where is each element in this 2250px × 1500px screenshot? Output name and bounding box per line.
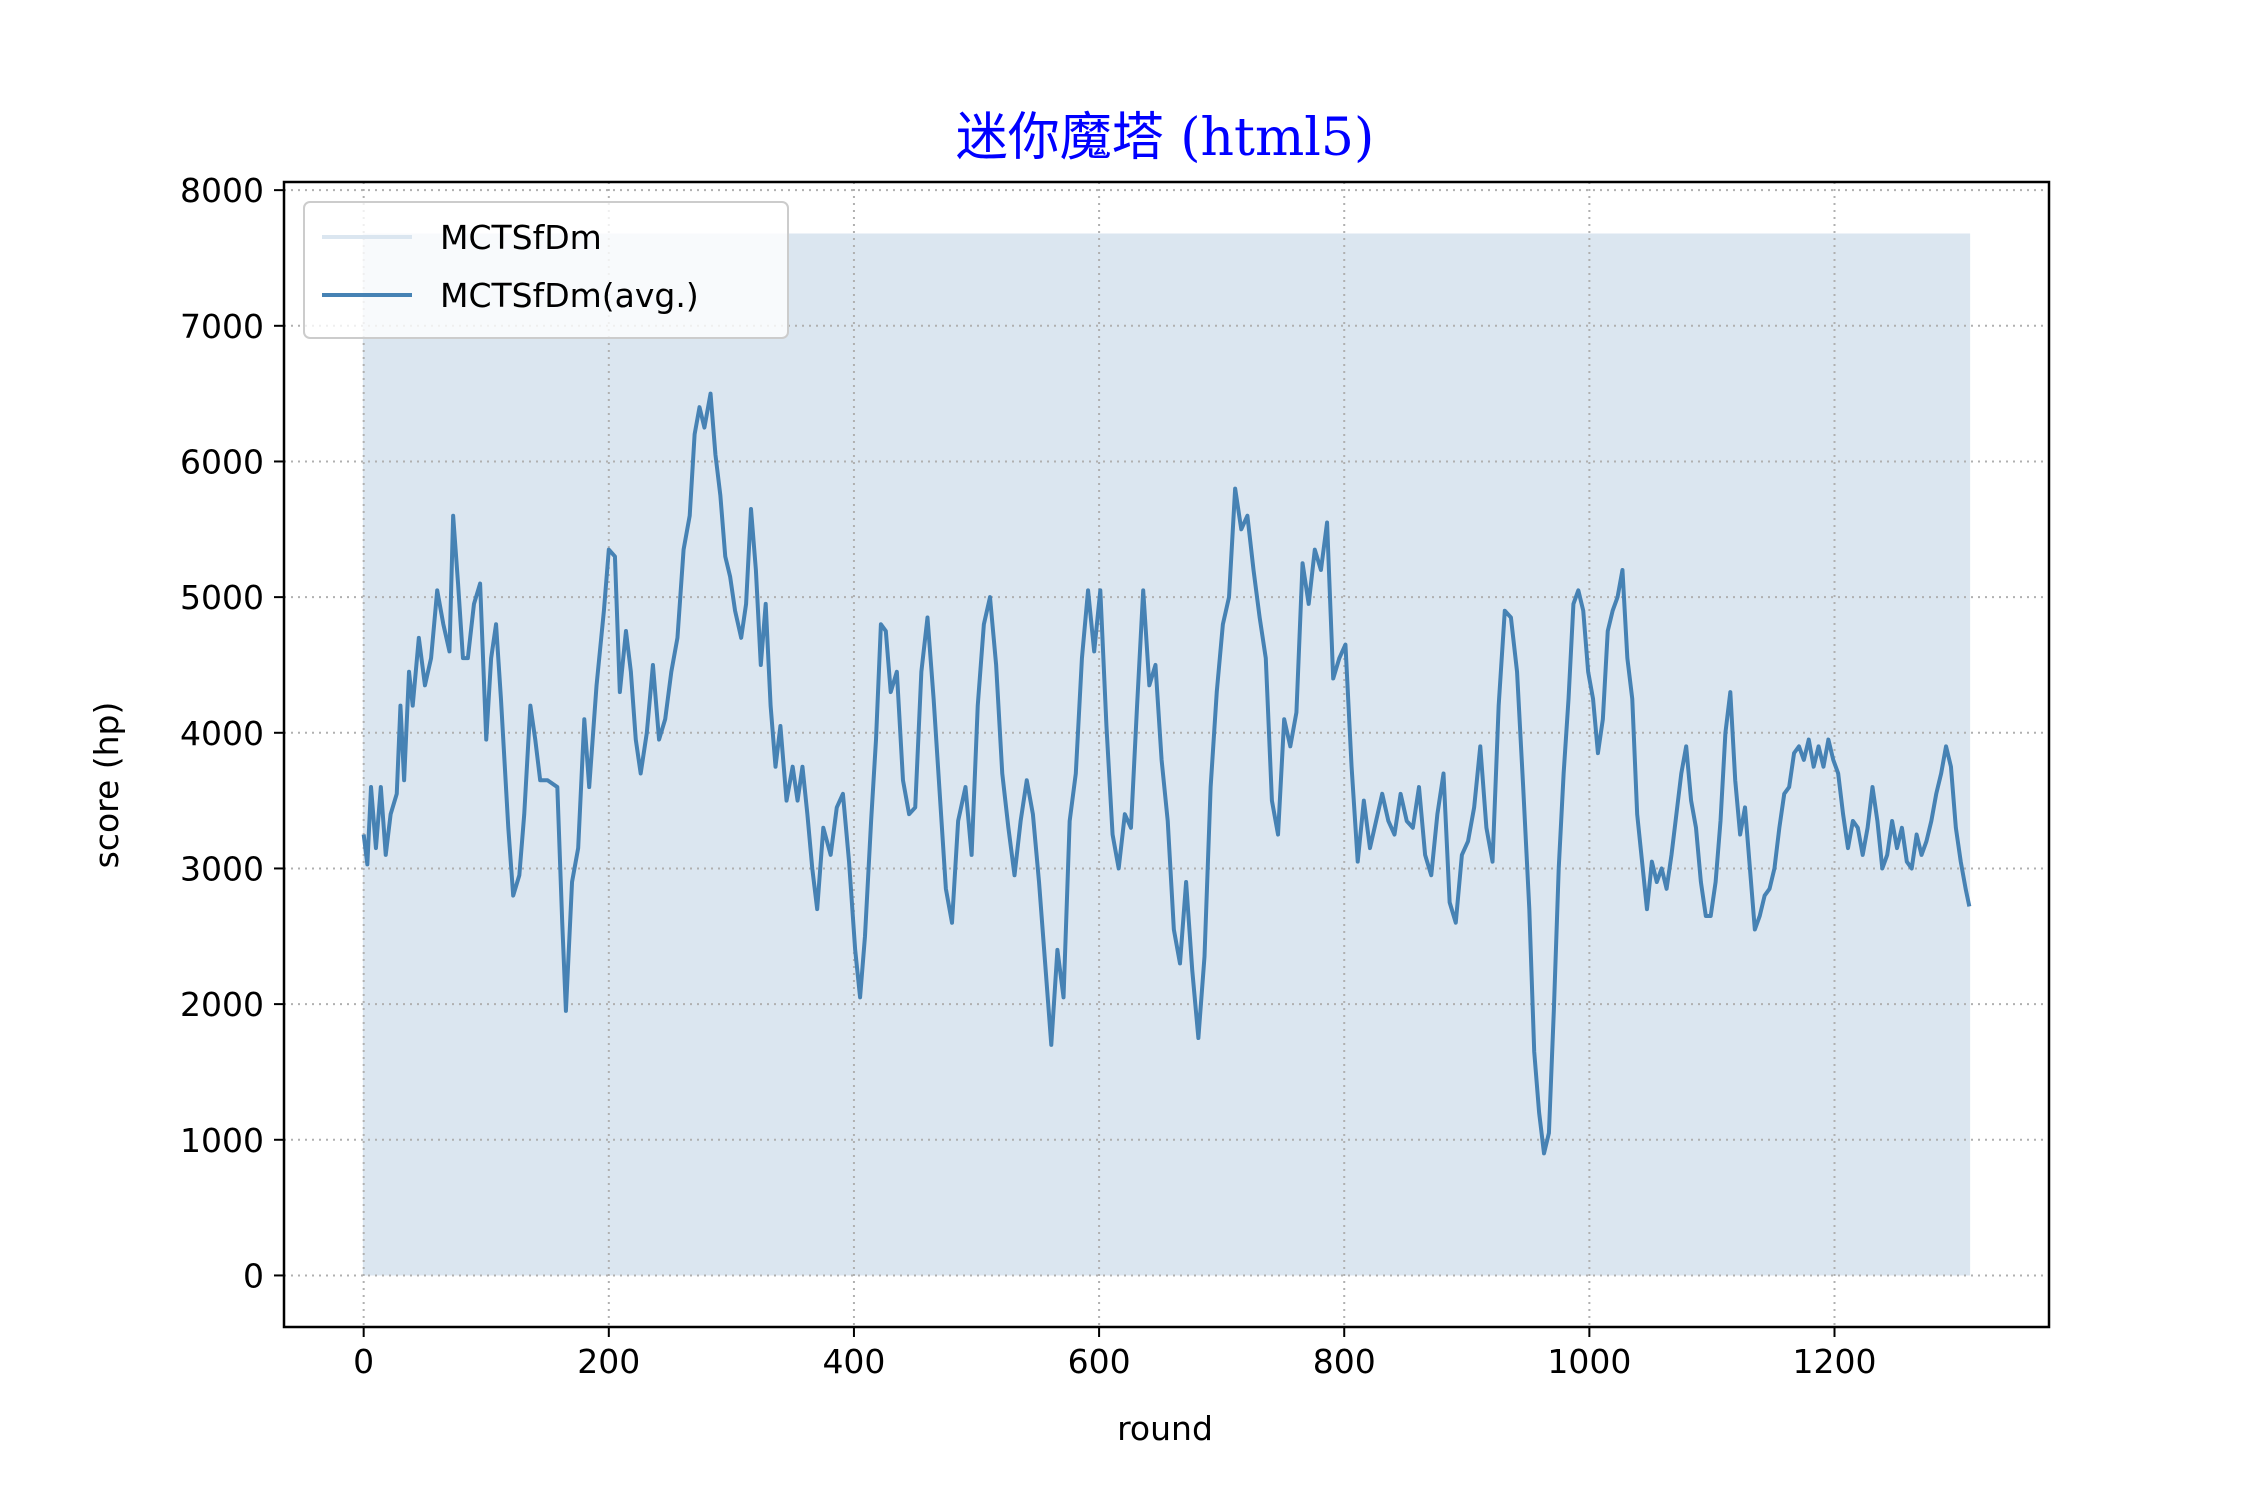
legend-label: MCTSfDm(avg.)	[440, 276, 699, 315]
y-axis-title: score (hp)	[87, 702, 126, 869]
x-tick-label: 200	[577, 1342, 640, 1381]
y-tick-label: 8000	[180, 171, 264, 210]
y-tick-label: 4000	[180, 714, 264, 753]
legend-label: MCTSfDm	[440, 218, 602, 257]
plot-area	[284, 182, 2049, 1327]
y-tick-label: 1000	[180, 1121, 264, 1160]
y-tick-label: 3000	[180, 849, 264, 888]
legend: MCTSfDm MCTSfDm(avg.)	[303, 201, 789, 339]
chart-title: 迷你魔塔 (html5)	[956, 108, 1375, 168]
y-tick-label: 0	[243, 1256, 264, 1295]
y-tick-label: 2000	[180, 985, 264, 1024]
x-tick-label: 0	[353, 1342, 374, 1381]
x-tick-label: 800	[1313, 1342, 1376, 1381]
legend-box	[303, 201, 789, 339]
y-tick-label: 5000	[180, 578, 264, 617]
plot-frame	[282, 180, 2051, 1329]
axes: 0 200 400 600 800 1000 1200 0 1000 2000 3000 4000 50…	[180, 171, 2051, 1381]
y-tick-label: 6000	[180, 442, 264, 481]
x-tick-label: 400	[822, 1342, 885, 1381]
x-tick-label: 600	[1068, 1342, 1131, 1381]
x-axis-title: round	[1117, 1409, 1213, 1448]
y-tick-label: 7000	[180, 307, 264, 346]
series-raw-line	[362, 233, 1971, 1276]
series-avg-line	[361, 391, 1972, 1156]
x-tick-label: 1000	[1547, 1342, 1631, 1381]
x-tick-label: 1200	[1793, 1342, 1877, 1381]
